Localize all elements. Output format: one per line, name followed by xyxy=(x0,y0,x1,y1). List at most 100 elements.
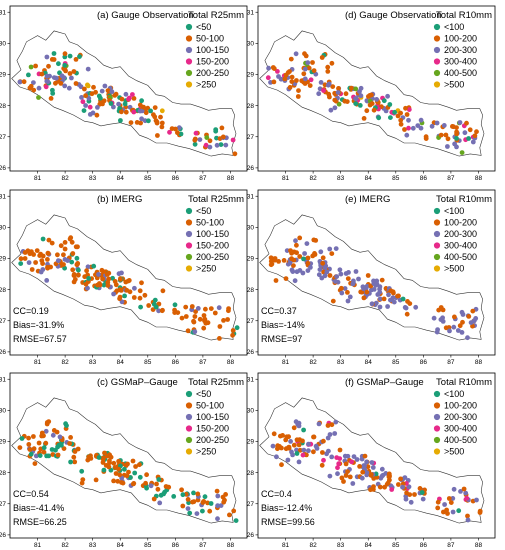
station-point xyxy=(334,274,340,279)
map-panel-a: 81 82 83 84 85 86 87 88 26 27 28 29 30 31 (a) Gauge Ob… xyxy=(0,5,248,182)
legend-swatch xyxy=(433,46,441,54)
station-point xyxy=(207,508,213,514)
station-point xyxy=(69,259,75,265)
station-point xyxy=(395,293,400,299)
station-point xyxy=(124,473,130,479)
station-point xyxy=(451,324,457,330)
station-point xyxy=(75,244,80,250)
station-point xyxy=(288,439,293,444)
station-point xyxy=(105,280,111,285)
legend-swatch xyxy=(185,207,193,215)
station-point xyxy=(404,311,410,317)
station-point xyxy=(46,453,52,459)
station-point xyxy=(374,281,380,287)
station-point xyxy=(124,287,130,293)
station-point xyxy=(325,423,331,428)
station-point xyxy=(143,110,149,116)
x-tick-label: 86 xyxy=(420,542,428,549)
station-point xyxy=(189,304,195,309)
station-point xyxy=(311,434,317,440)
station-point xyxy=(34,248,40,254)
station-point xyxy=(89,91,95,97)
station-point xyxy=(155,133,160,138)
station-point xyxy=(18,256,24,262)
station-point xyxy=(349,85,354,91)
station-point xyxy=(122,293,127,299)
station-point xyxy=(216,305,222,311)
station-point xyxy=(465,517,471,523)
station-point xyxy=(382,484,387,490)
station-point xyxy=(270,65,276,70)
station-point xyxy=(87,112,93,117)
station-point xyxy=(320,450,325,455)
legend-label: 150-200 xyxy=(196,241,229,251)
x-tick-label: 88 xyxy=(227,359,235,366)
station-point xyxy=(406,107,412,112)
station-point xyxy=(318,249,324,255)
station-point xyxy=(109,89,115,95)
station-point xyxy=(353,96,359,102)
station-point xyxy=(98,95,103,101)
x-tick-label: 83 xyxy=(337,542,345,549)
station-point xyxy=(454,136,459,141)
station-point xyxy=(294,437,300,443)
station-point xyxy=(132,470,138,476)
station-point xyxy=(347,474,353,480)
legend-swatch xyxy=(185,58,193,65)
station-point xyxy=(75,272,81,278)
station-point xyxy=(299,78,305,84)
panel-stat: CC=0.19 xyxy=(13,306,49,316)
station-point xyxy=(470,308,476,314)
station-point xyxy=(195,491,201,497)
station-point xyxy=(468,320,474,325)
station-point xyxy=(172,307,178,313)
station-point xyxy=(403,105,408,111)
station-point xyxy=(386,292,391,298)
panel-metric: Total R10mm xyxy=(436,377,492,388)
station-point xyxy=(335,90,341,95)
station-point xyxy=(221,318,226,323)
station-point xyxy=(297,235,303,241)
station-point xyxy=(327,246,333,252)
station-point xyxy=(290,452,295,458)
station-point xyxy=(67,53,73,59)
station-point xyxy=(273,278,279,283)
station-point xyxy=(29,267,35,272)
station-point xyxy=(192,314,198,319)
station-point xyxy=(95,282,100,288)
station-point xyxy=(55,258,61,264)
station-point xyxy=(279,462,284,468)
x-tick-label: 86 xyxy=(420,359,428,366)
station-point xyxy=(271,431,277,437)
legend-swatch xyxy=(185,219,193,226)
y-tick-label: 28 xyxy=(247,287,255,294)
panel-frame xyxy=(9,189,248,356)
y-tick-label: 26 xyxy=(0,165,6,172)
station-point xyxy=(347,294,353,300)
x-tick-label: 84 xyxy=(117,359,125,366)
x-tick-label: 88 xyxy=(475,359,483,366)
station-point xyxy=(451,486,457,492)
nepal-boundary xyxy=(259,30,485,157)
legend-label: 100-150 xyxy=(196,412,229,422)
panel-stat: CC=0.37 xyxy=(261,306,297,316)
station-point xyxy=(310,60,315,65)
y-tick-label: 30 xyxy=(0,41,6,48)
station-point xyxy=(335,465,340,471)
station-point xyxy=(296,88,301,93)
station-point xyxy=(473,316,479,321)
x-tick-label: 88 xyxy=(475,542,483,549)
station-point xyxy=(83,93,88,99)
station-point xyxy=(371,476,377,481)
station-point xyxy=(100,455,106,461)
station-point xyxy=(234,325,240,331)
station-point xyxy=(105,88,111,93)
station-point xyxy=(379,277,385,283)
station-point xyxy=(301,256,306,262)
station-point xyxy=(466,136,471,141)
y-tick-label: 26 xyxy=(247,165,255,172)
station-point xyxy=(440,307,446,313)
station-point xyxy=(381,98,387,104)
legend-label: 200-300 xyxy=(444,412,477,422)
